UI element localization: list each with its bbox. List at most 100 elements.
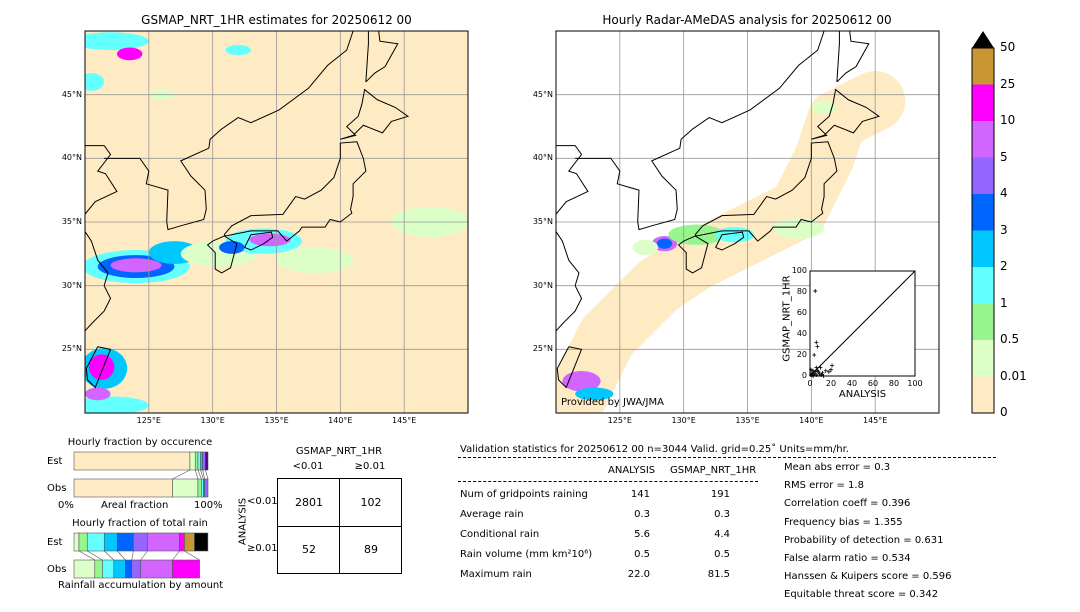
connector-line: [172, 550, 180, 561]
scatter-point: [815, 368, 820, 373]
scatter-point: [812, 371, 817, 376]
lon-tick-label: 125°E: [607, 416, 632, 425]
occurrence-obs-label: Obs: [47, 483, 67, 494]
scatter-point: [817, 371, 822, 376]
scatter-point: [830, 363, 835, 368]
scatter-y-tick: 40: [796, 329, 807, 338]
stats-divider: [458, 481, 758, 482]
scatter-point: [819, 372, 824, 377]
stats-gsmap-value: 0.5: [714, 549, 730, 560]
score-line: Probability of detection = 0.631: [784, 534, 944, 546]
rain-area: [575, 387, 614, 401]
score-line: RMS error = 1.8: [784, 480, 864, 492]
colorbar-segment: [972, 303, 994, 340]
scatter-point: [823, 368, 828, 373]
coastline: [811, 88, 881, 140]
scatter-point: [811, 374, 816, 378]
colorbar-label: 3: [1000, 222, 1008, 237]
coastline: [85, 145, 118, 332]
map-frame: [84, 30, 469, 414]
coastline: [365, 31, 399, 83]
rain-area: [276, 247, 354, 273]
rainfrac-est-segment: [103, 532, 118, 552]
rainfrac-est-segment: [86, 532, 105, 552]
coastline: [556, 145, 589, 332]
stats-header: Validation statistics for 20250612 00 n=…: [460, 444, 849, 455]
map-frame: [555, 30, 940, 414]
colorbar-label: 1: [1000, 295, 1008, 310]
scatter-y-tick: 60: [796, 308, 807, 317]
rain-area: [715, 227, 754, 243]
contingency-title: GSMAP_NRT_1HR: [295, 446, 383, 457]
score-line: Mean abs error = 0.3: [784, 462, 891, 473]
colorbar-segment: [972, 157, 994, 194]
scatter-x-tick: 0: [807, 379, 813, 388]
contingency-col1: <0.01: [292, 461, 324, 472]
occurrence-est-segment: [202, 451, 206, 471]
stats-gsmap-value: 191: [710, 489, 730, 500]
rainfrac-obs-segment: [102, 559, 115, 579]
left-map: [84, 30, 469, 414]
stats-col-analysis: ANALYSIS: [608, 465, 656, 476]
scatter-x-tick: 60: [867, 379, 879, 388]
stats-analysis-value: 141: [630, 489, 650, 500]
stats-row-label: Conditional rain: [460, 529, 540, 540]
colorbar-segment: [972, 267, 994, 304]
lon-tick-label: 135°E: [735, 416, 760, 425]
colorbar-label: 0.01: [1000, 368, 1027, 383]
occurrence-xlabel: Areal fraction: [101, 500, 169, 511]
lat-tick-label: 25°N: [532, 344, 553, 354]
scatter-xlabel: ANALYSIS: [838, 389, 887, 400]
stats-gsmap-value: 81.5: [707, 569, 730, 580]
scatter-point: [813, 288, 818, 293]
lon-tick-label: 140°E: [328, 416, 353, 425]
scatter-y-tick: 0: [801, 371, 807, 380]
rain-area: [116, 47, 143, 61]
colorbar-label: 10: [1000, 113, 1016, 127]
colorbar-frame: [971, 47, 995, 414]
connector-line: [194, 469, 199, 480]
contingency-row1: <0.01: [247, 496, 278, 507]
stats-gsmap-value: 4.4: [714, 529, 730, 540]
stats-analysis-value: 0.3: [634, 509, 650, 520]
lat-tick-label: 25°N: [61, 344, 82, 354]
table-divider: [278, 526, 401, 527]
rain-area: [225, 45, 251, 56]
scatter-point: [814, 340, 819, 345]
colorbar-segment: [972, 48, 994, 85]
score-line: Equitable threat score = 0.342: [784, 589, 939, 601]
connector-line: [140, 550, 148, 561]
rain-area: [249, 233, 291, 247]
score-line: Frequency bias = 1.355: [784, 516, 903, 528]
stats-row-label: Num of gridpoints raining: [460, 489, 588, 500]
rainfrac-obs-segment: [113, 559, 126, 579]
stats-analysis-value: 5.6: [634, 529, 650, 540]
rainfrac-xlabel: Rainfall accumulation by amount: [58, 580, 224, 591]
scatter-point: [814, 372, 819, 377]
colorbar-label: 5: [1000, 149, 1008, 164]
connector-line: [131, 550, 134, 561]
scatter-y-tick: 80: [796, 287, 807, 296]
cell-hits-none: 2801: [295, 496, 323, 509]
occurrence-obs-segment: [172, 478, 199, 498]
scatter-x-tick: 20: [825, 379, 837, 388]
scatter-point: [821, 374, 826, 378]
occurrence-title: Hourly fraction by occurence: [67, 437, 213, 448]
colorbar-segment: [972, 84, 994, 121]
occurrence-obs-segment: [201, 478, 204, 498]
coastline: [244, 231, 274, 251]
rainfrac-est-segment: [179, 532, 185, 552]
colorbar-segment: [972, 230, 994, 267]
occurrence-est-segment: [200, 451, 203, 471]
coastline: [836, 31, 870, 83]
occurrence-obs-segment: [197, 478, 202, 498]
scatter-y-tick: 100: [791, 266, 807, 275]
contingency-table: 2801 102 52 89: [277, 478, 402, 574]
stats-row-label: Maximum rain: [460, 569, 532, 580]
scatter-ylabel: GSMAP_NRT_1HR: [781, 275, 793, 362]
coastline: [694, 141, 838, 242]
rain-area: [632, 239, 659, 256]
colorbar-segment: [972, 121, 994, 158]
rainfrac-est-segment: [73, 532, 80, 552]
